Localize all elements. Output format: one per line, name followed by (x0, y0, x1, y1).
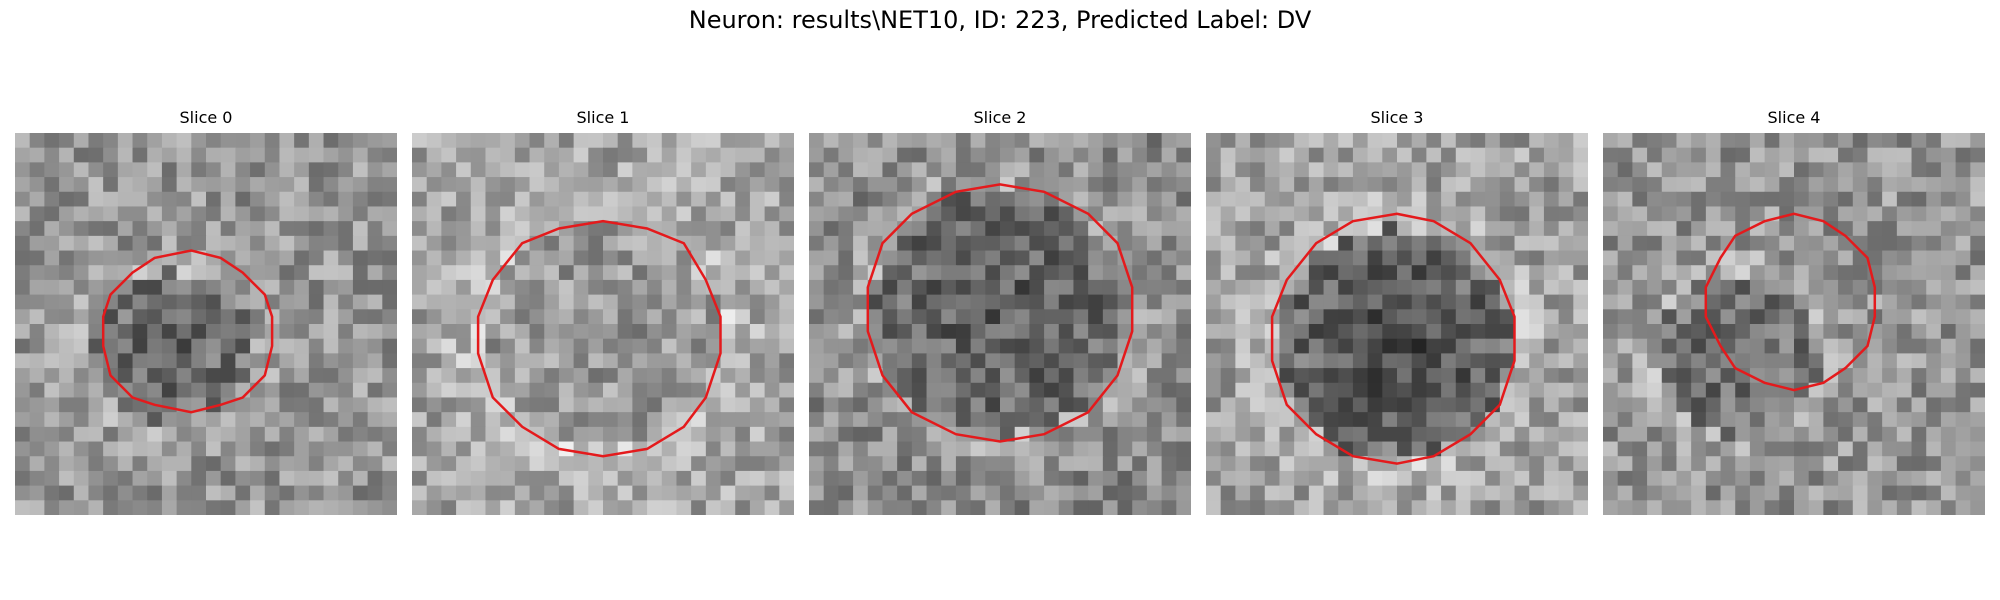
slice-panel-0: Slice 0 (15, 108, 397, 518)
slice-title: Slice 0 (179, 108, 233, 127)
slice-image-0 (15, 133, 397, 515)
slice-title: Slice 1 (576, 108, 630, 127)
slice-image-4 (1603, 133, 1985, 515)
slice-panel-3: Slice 3 (1206, 108, 1588, 518)
slice-panel-4: Slice 4 (1603, 108, 1985, 518)
slice-title: Slice 2 (973, 108, 1027, 127)
slice-title: Slice 3 (1370, 108, 1424, 127)
slice-title: Slice 4 (1767, 108, 1821, 127)
pixel-grid (1206, 133, 1588, 515)
slice-image-3 (1206, 133, 1588, 515)
roi-contour (1270, 212, 1516, 465)
pixel-grid (412, 133, 794, 515)
roi-contour (1704, 212, 1877, 392)
pixel-grid (809, 133, 1191, 515)
roi-contour (476, 219, 722, 458)
slice-image-1 (412, 133, 794, 515)
roi-contour (866, 183, 1134, 443)
slice-panel-1: Slice 1 (412, 108, 794, 518)
slice-image-2 (809, 133, 1191, 515)
slice-panel-2: Slice 2 (809, 108, 1191, 518)
roi-contour (101, 249, 274, 414)
pixel-grid (1603, 133, 1985, 515)
figure-title: Neuron: results\NET10, ID: 223, Predicte… (688, 6, 1312, 34)
pixel-grid (15, 133, 397, 515)
